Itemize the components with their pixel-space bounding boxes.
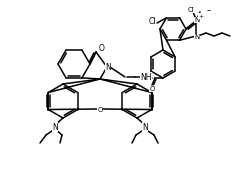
Text: O: O — [99, 43, 105, 52]
Text: O: O — [97, 107, 103, 113]
Text: +: + — [198, 13, 204, 18]
Text: N: N — [105, 62, 111, 71]
Text: N: N — [142, 122, 148, 132]
Text: Cl: Cl — [188, 7, 194, 13]
Text: –: – — [207, 6, 211, 16]
Text: Cl: Cl — [148, 16, 156, 25]
Text: N: N — [194, 34, 200, 40]
Text: N: N — [194, 17, 200, 23]
Text: NH: NH — [140, 72, 152, 81]
Text: O: O — [149, 86, 155, 92]
Text: N: N — [52, 122, 58, 132]
